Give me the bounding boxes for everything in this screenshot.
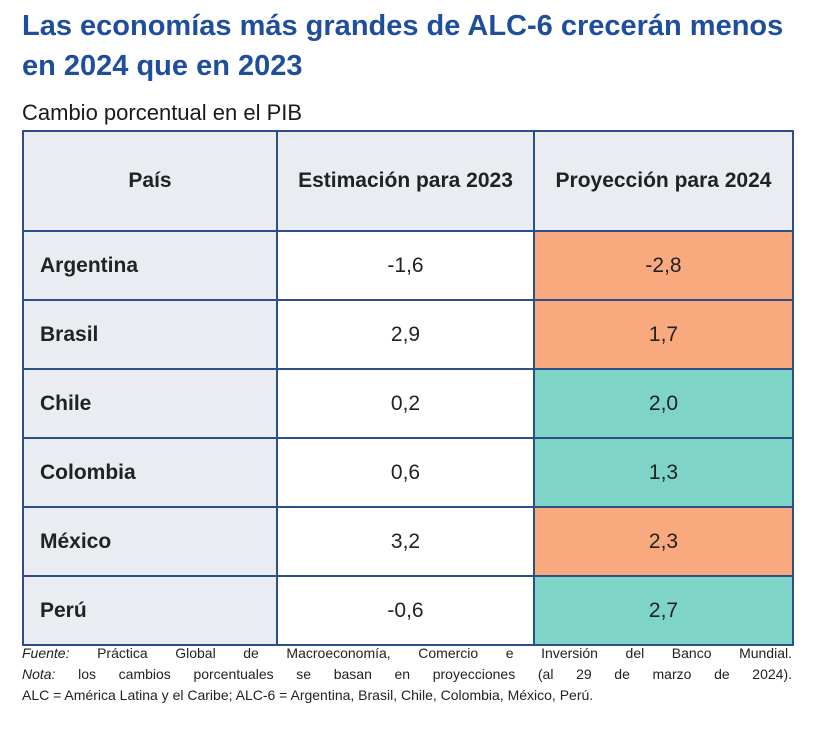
estimate-2023-cell: 2,9: [276, 299, 535, 370]
projection-2024-cell: 1,7: [533, 299, 794, 370]
chart-subtitle: Cambio porcentual en el PIB: [22, 100, 303, 125]
country-cell: Colombia: [22, 437, 278, 508]
chart-title: Las economías más grandes de ALC-6 crece…: [22, 10, 784, 82]
table-row: Chile 0,2 2,0: [22, 368, 794, 439]
method-note: Nota: los cambios porcentuales se basan …: [22, 664, 792, 685]
abbreviations-note: ALC = América Latina y el Caribe; ALC-6 …: [22, 687, 594, 703]
estimate-2023-cell: 0,2: [276, 368, 535, 439]
source-note: Fuente: Práctica Global de Macroeconomía…: [22, 643, 792, 664]
estimate-2023-cell: -0,6: [276, 575, 535, 646]
table-row: Brasil 2,9 1,7: [22, 299, 794, 370]
table-row: Argentina -1,6 -2,8: [22, 230, 794, 301]
note-label: Nota:: [22, 666, 56, 682]
country-cell: Perú: [22, 575, 278, 646]
table-row: Colombia 0,6 1,3: [22, 437, 794, 508]
gdp-table: País Estimación para 2023 Proyección par…: [22, 130, 794, 646]
estimate-2023-cell: 0,6: [276, 437, 535, 508]
column-header-projection-2024: Proyección para 2024: [533, 130, 794, 232]
projection-2024-cell: 1,3: [533, 437, 794, 508]
footnotes: Fuente: Práctica Global de Macroeconomía…: [22, 643, 792, 706]
source-label: Fuente:: [22, 645, 70, 661]
header-row: País Estimación para 2023 Proyección par…: [22, 130, 794, 232]
country-cell: Chile: [22, 368, 278, 439]
source-text: Práctica Global de Macroeconomía, Comerc…: [69, 645, 792, 661]
projection-2024-cell: -2,8: [533, 230, 794, 301]
table-body: Argentina -1,6 -2,8 Brasil 2,9 1,7 Chile 0,2 2,0…: [22, 230, 794, 646]
country-cell: Brasil: [22, 299, 278, 370]
projection-2024-cell: 2,3: [533, 506, 794, 577]
column-header-country: País: [22, 130, 278, 232]
column-header-estimate-2023: Estimación para 2023: [276, 130, 535, 232]
table-row: México 3,2 2,3: [22, 506, 794, 577]
estimate-2023-cell: 3,2: [276, 506, 535, 577]
projection-2024-cell: 2,0: [533, 368, 794, 439]
estimate-2023-cell: -1,6: [276, 230, 535, 301]
country-cell: Argentina: [22, 230, 278, 301]
note-text: los cambios porcentuales se basan en pro…: [55, 666, 792, 682]
projection-2024-cell: 2,7: [533, 575, 794, 646]
table-row: Perú -0,6 2,7: [22, 575, 794, 646]
country-cell: México: [22, 506, 278, 577]
